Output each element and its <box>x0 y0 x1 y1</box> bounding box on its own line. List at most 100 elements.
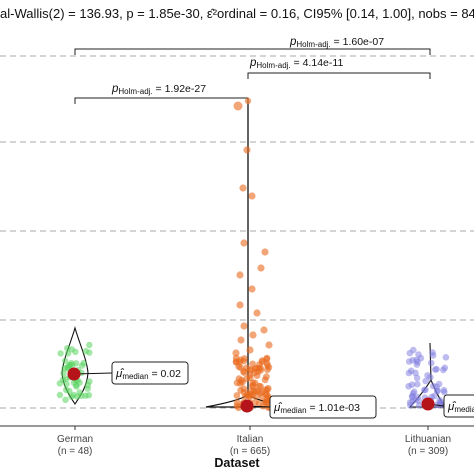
point-german <box>61 357 69 365</box>
point-lithuanian <box>412 396 419 404</box>
point-lithuanian <box>412 369 419 377</box>
point-italian <box>257 383 264 390</box>
point-german <box>57 350 64 357</box>
point-italian <box>246 346 254 354</box>
median-label: μ̂median = 0 <box>447 401 474 414</box>
point-german <box>63 380 70 388</box>
point-lithuanian <box>441 364 449 372</box>
point-italian <box>247 387 255 395</box>
point-italian <box>261 248 269 256</box>
point-italian <box>248 192 256 200</box>
point-lithuanian <box>441 388 448 396</box>
x-tick-count: (n = 665) <box>230 446 270 457</box>
point-german <box>64 350 72 357</box>
gridlines <box>0 55 474 409</box>
point-german <box>59 376 67 383</box>
point-lithuanian <box>413 374 421 382</box>
point-lithuanian <box>405 358 413 365</box>
point-lithuanian <box>427 374 434 381</box>
point-lithuanian <box>410 388 418 396</box>
point-lithuanian <box>413 361 421 368</box>
point-german <box>76 389 83 396</box>
point-italian <box>258 358 266 366</box>
point-german <box>84 385 92 392</box>
point-italian <box>261 376 269 384</box>
point-italian <box>240 322 248 330</box>
point-lithuanian <box>442 354 450 361</box>
point-german <box>72 360 80 367</box>
point-lithuanian <box>415 402 423 409</box>
point-italian <box>237 386 245 394</box>
point-italian <box>264 384 272 392</box>
median-marker <box>240 399 254 413</box>
median-label: μ̂median = 1.01e-03 <box>273 402 360 415</box>
point-lithuanian <box>431 392 438 400</box>
x-axis: German(n = 48) Italian(n = 665) Lithuanian… <box>0 425 474 457</box>
point-italian <box>240 239 248 247</box>
point-german <box>60 370 67 377</box>
median-marker <box>67 367 81 381</box>
point-italian <box>249 379 257 387</box>
median-label: μ̂median = 0.02 <box>115 368 181 381</box>
median-marker <box>421 397 435 411</box>
point-italian <box>254 387 261 395</box>
comparison-label: pHolm-adj. = 1.60e-07 <box>289 36 384 49</box>
point-lithuanian <box>427 359 435 367</box>
point-german <box>64 364 71 371</box>
violin-italian <box>205 104 291 408</box>
point-lithuanian <box>414 380 421 388</box>
point-german <box>78 362 86 369</box>
point-italian <box>235 404 243 412</box>
point-italian <box>244 97 252 105</box>
chart-subtitle: al-Wallis(2) = 136.93, p = 1.85e-30, ε̂²… <box>0 6 474 21</box>
subtitle-stats: (2) = 136.93, p = 1.85e-30, ε̂²ordinal =… <box>49 6 474 21</box>
point-italian <box>233 101 243 111</box>
point-german <box>56 391 64 399</box>
x-tick-count: (n = 309) <box>408 446 448 457</box>
point-italian <box>233 392 241 399</box>
median-label-box <box>111 361 189 385</box>
point-italian <box>232 349 240 357</box>
point-german <box>68 393 75 400</box>
point-italian <box>265 341 273 349</box>
point-italian <box>246 372 254 379</box>
median-label-box <box>269 395 377 419</box>
point-italian <box>259 402 267 410</box>
subtitle-prefix: al-Wallis <box>0 6 49 21</box>
point-italian <box>236 301 244 309</box>
point-italian <box>235 375 243 383</box>
x-tick-label: Italian <box>237 434 264 445</box>
point-german <box>62 396 69 403</box>
point-lithuanian <box>417 354 425 362</box>
point-german <box>66 387 73 395</box>
point-italian <box>260 326 268 334</box>
comparison-brackets: pHolm-adj. = 1.60e-07 pHolm-adj. = 1.92e-… <box>74 36 431 104</box>
point-lithuanian <box>434 387 441 395</box>
point-lithuanian <box>406 349 414 357</box>
point-italian <box>248 285 256 293</box>
point-italian <box>240 369 248 376</box>
point-italian <box>240 357 248 365</box>
point-german <box>85 392 93 399</box>
point-italian <box>232 354 240 362</box>
comparison-label: pHolm-adj. = 1.92e-27 <box>111 83 206 96</box>
point-lithuanian <box>407 402 414 409</box>
point-italian <box>237 336 245 344</box>
point-german <box>68 346 76 353</box>
point-lithuanian <box>421 386 428 394</box>
point-german <box>86 378 93 385</box>
point-italian <box>249 331 257 339</box>
point-lithuanian <box>422 377 430 385</box>
point-italian <box>253 309 261 317</box>
point-italian <box>235 363 243 370</box>
point-lithuanian <box>429 352 437 359</box>
point-lithuanian <box>429 382 437 390</box>
median-markers: μ̂median = 0.02 μ̂median = 1.01e-03 μ̂medi… <box>67 361 474 419</box>
point-german <box>86 341 93 349</box>
x-axis-title: Dataset <box>214 456 260 470</box>
comparison-label: pHolm-adj. = 4.14e-11 <box>249 57 343 70</box>
x-tick-label: Lithuanian <box>405 434 451 445</box>
data-points <box>56 97 451 412</box>
point-italian <box>257 264 265 272</box>
point-lithuanian <box>435 380 443 388</box>
